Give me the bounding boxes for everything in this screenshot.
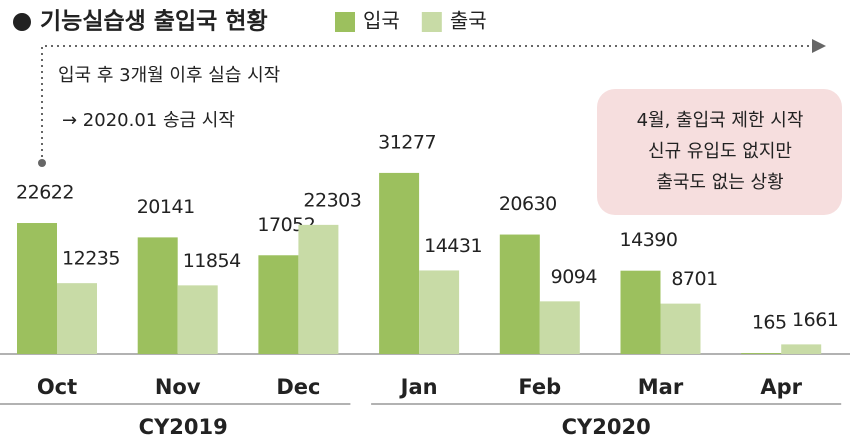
bar [499, 234, 540, 354]
value-label: 14431 [424, 235, 482, 257]
legend-swatch [421, 12, 442, 32]
group-label: CY2020 [562, 415, 651, 439]
value-label: 31277 [378, 131, 436, 153]
x-tick-label: Nov [155, 375, 201, 399]
bar [781, 344, 822, 354]
bar [258, 255, 299, 354]
annotation: 입국 후 3개월 이후 실습 시작 [58, 65, 280, 86]
x-tick-label: Feb [518, 375, 561, 399]
timeline-dot [38, 159, 46, 167]
value-label: 20141 [137, 196, 195, 218]
callout-line: 4월, 출입국 제한 시작 [637, 110, 804, 131]
value-label: 8701 [671, 268, 717, 290]
callout-box [597, 89, 842, 215]
chart-title: 기능실습생 출입국 현황 [40, 9, 268, 35]
callout-line: 출국도 없는 상황 [656, 172, 783, 193]
timeline-arrow [41, 45, 812, 163]
value-label: 9094 [551, 266, 598, 288]
x-tick-label: Mar [638, 375, 684, 399]
group-label: CY2019 [139, 415, 228, 439]
value-label: 14390 [620, 229, 678, 251]
bar [379, 172, 420, 354]
bar [298, 224, 339, 354]
legend-swatch [335, 12, 355, 32]
x-tick-label: Oct [37, 375, 77, 399]
value-label: 1661 [792, 309, 838, 331]
bar [177, 285, 218, 354]
bar [660, 303, 701, 354]
value-label: 165 [752, 312, 787, 334]
value-label: 12235 [62, 248, 120, 270]
value-label: 22622 [16, 182, 74, 204]
bar [620, 270, 661, 354]
legend-label: 입국 [363, 9, 400, 33]
bar [57, 283, 97, 354]
bar [419, 270, 460, 354]
x-tick-label: Dec [276, 375, 320, 399]
title-bullet [13, 13, 31, 31]
bar [539, 301, 580, 354]
legend-label: 출국 [450, 9, 487, 33]
value-label: 22303 [303, 189, 361, 211]
callout-line: 신규 유입도 없지만 [648, 141, 792, 162]
bar [137, 237, 178, 354]
x-tick-label: Jan [399, 375, 438, 399]
bar [741, 353, 782, 354]
annotation: → 2020.01 송금 시작 [62, 110, 235, 131]
value-label: 20630 [499, 193, 557, 215]
x-tick-label: Apr [760, 375, 802, 399]
value-label: 11854 [183, 250, 241, 272]
bar [17, 223, 57, 354]
arrow-head [812, 39, 826, 53]
